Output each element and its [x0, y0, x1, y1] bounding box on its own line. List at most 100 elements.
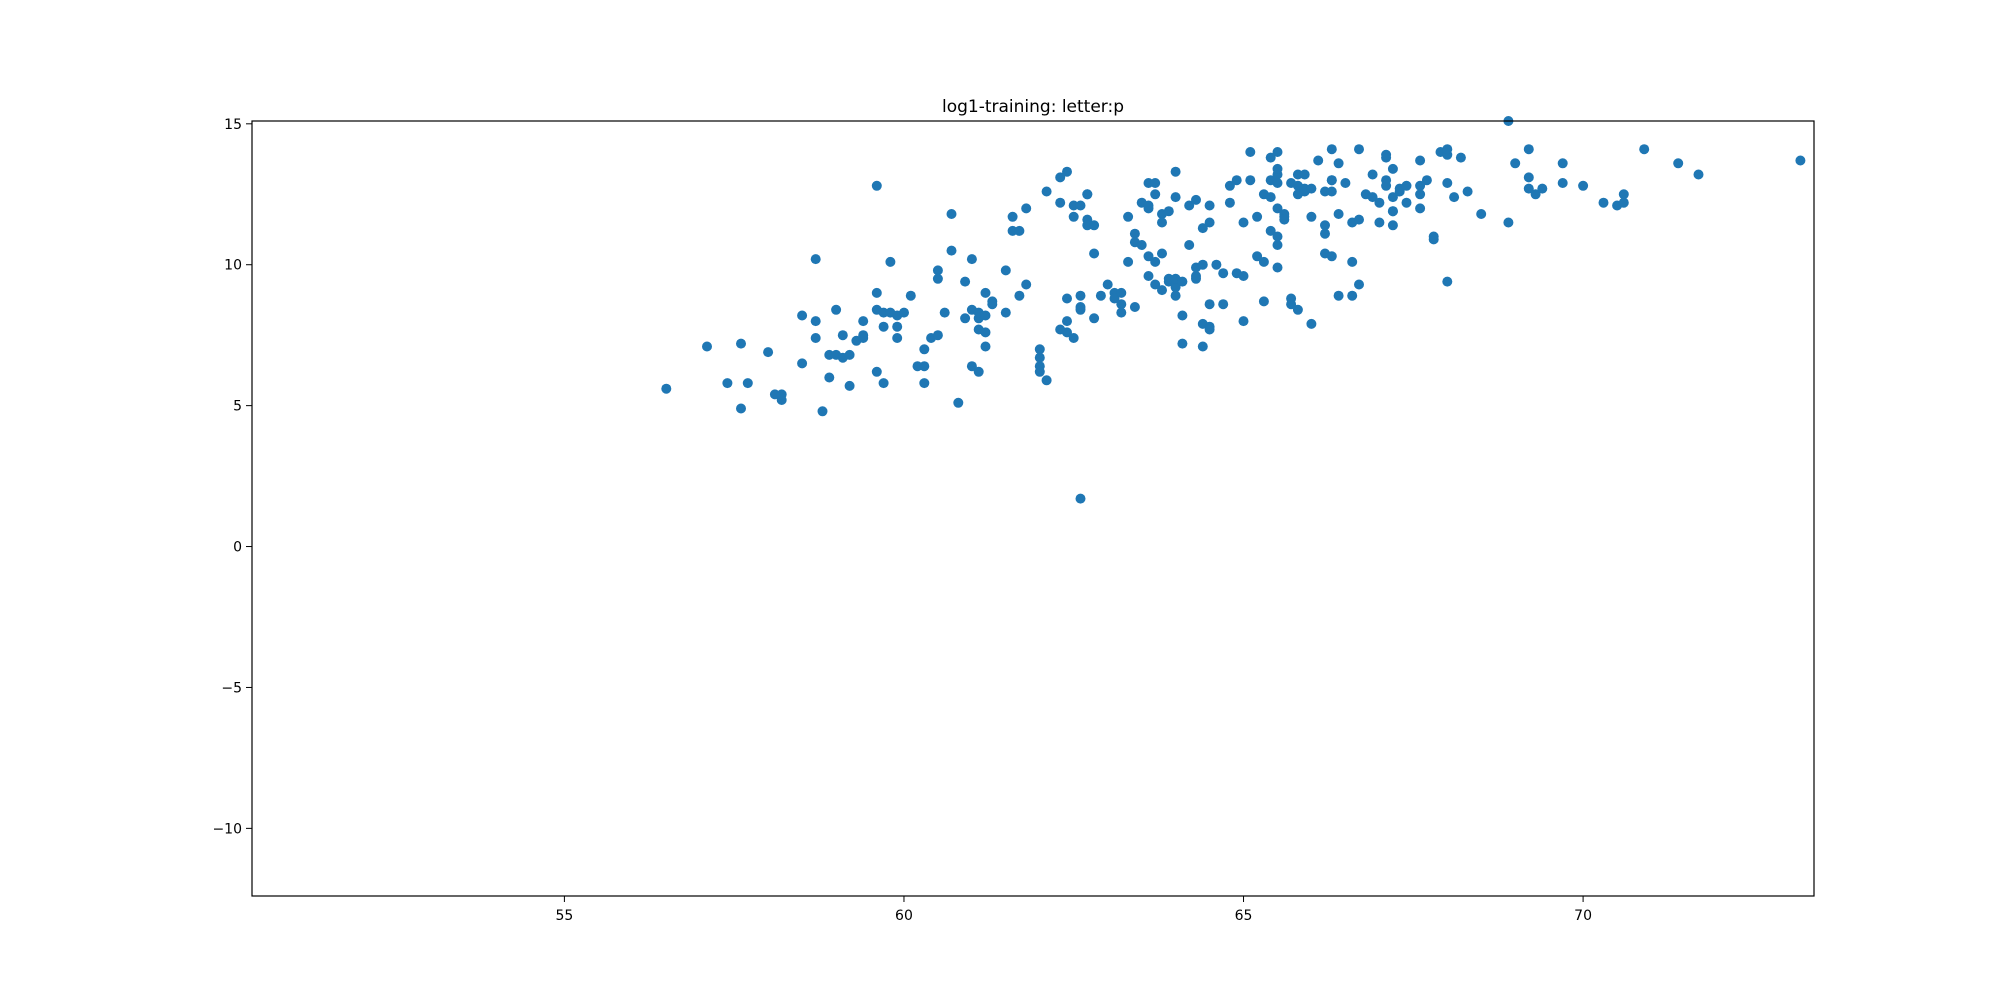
y-tick-label: 10 — [224, 258, 242, 274]
data-point — [1300, 170, 1310, 180]
data-point — [1089, 249, 1099, 259]
data-point — [1177, 339, 1187, 349]
data-point — [1463, 187, 1473, 197]
data-point — [1402, 198, 1412, 208]
data-point — [960, 313, 970, 323]
data-point — [1123, 257, 1133, 267]
data-point — [919, 361, 929, 371]
data-point — [1144, 201, 1154, 211]
data-point — [1232, 175, 1242, 185]
data-point — [1327, 251, 1337, 261]
data-point — [1096, 291, 1106, 301]
data-point — [1042, 187, 1052, 197]
data-point — [1340, 178, 1350, 188]
data-point — [1205, 218, 1215, 228]
data-point — [1184, 240, 1194, 250]
data-point — [1239, 271, 1249, 281]
data-point — [1327, 175, 1337, 185]
data-point — [981, 311, 991, 321]
data-point — [1191, 274, 1201, 284]
data-point — [1076, 291, 1086, 301]
data-point — [1381, 175, 1391, 185]
data-point — [1177, 311, 1187, 321]
data-point — [906, 291, 916, 301]
data-point — [1157, 218, 1167, 228]
data-point — [1103, 280, 1113, 290]
data-point — [1327, 187, 1337, 197]
data-point — [1476, 209, 1486, 219]
data-point — [960, 277, 970, 287]
data-point — [1266, 192, 1276, 202]
data-point — [1062, 167, 1072, 177]
data-point — [885, 257, 895, 267]
data-point — [1578, 181, 1588, 191]
data-point — [1354, 280, 1364, 290]
data-point — [1259, 296, 1269, 306]
data-point — [1388, 164, 1398, 174]
data-point — [987, 299, 997, 309]
data-point — [1415, 203, 1425, 213]
data-point — [947, 209, 957, 219]
data-point — [1273, 147, 1283, 157]
data-point — [1334, 158, 1344, 168]
data-point — [879, 378, 889, 388]
data-point — [797, 358, 807, 368]
data-point — [811, 254, 821, 264]
data-point — [1381, 150, 1391, 160]
data-point — [1327, 144, 1337, 154]
data-point — [933, 274, 943, 284]
data-point — [1198, 260, 1208, 270]
data-point — [1042, 375, 1052, 385]
data-point — [1211, 260, 1221, 270]
y-tick-label: 15 — [224, 117, 242, 133]
data-point — [1259, 257, 1269, 267]
data-point — [1245, 147, 1255, 157]
data-point — [872, 367, 882, 377]
data-point — [1171, 192, 1181, 202]
data-point — [824, 373, 834, 383]
data-point — [1273, 164, 1283, 174]
data-point — [1354, 144, 1364, 154]
x-tick-label: 70 — [1574, 908, 1592, 924]
data-point — [892, 333, 902, 343]
data-point — [1415, 189, 1425, 199]
data-point — [1510, 158, 1520, 168]
data-point — [858, 330, 868, 340]
y-tick-label: −5 — [221, 680, 242, 696]
data-point — [1205, 325, 1215, 335]
data-point — [1157, 285, 1167, 295]
data-point — [1137, 240, 1147, 250]
data-point — [1347, 257, 1357, 267]
data-point — [1334, 291, 1344, 301]
x-tick-label: 60 — [895, 908, 913, 924]
data-point — [919, 344, 929, 354]
data-point — [1558, 178, 1568, 188]
data-point — [1001, 308, 1011, 318]
data-point — [1239, 316, 1249, 326]
data-point — [722, 378, 732, 388]
data-point — [1008, 212, 1018, 222]
data-point — [1334, 209, 1344, 219]
data-point — [892, 322, 902, 332]
data-point — [845, 381, 855, 391]
data-point — [1205, 201, 1215, 211]
data-point — [1171, 167, 1181, 177]
data-point — [1082, 189, 1092, 199]
data-point — [1273, 263, 1283, 273]
data-point — [1456, 153, 1466, 163]
data-point — [743, 378, 753, 388]
data-point — [811, 333, 821, 343]
data-point — [899, 308, 909, 318]
data-point — [702, 342, 712, 352]
data-point — [1619, 189, 1629, 199]
data-point — [1442, 178, 1452, 188]
data-point — [1076, 494, 1086, 504]
data-point — [1347, 291, 1357, 301]
data-point — [1062, 316, 1072, 326]
data-point — [981, 327, 991, 337]
data-point — [1239, 218, 1249, 228]
data-point — [1374, 218, 1384, 228]
data-point — [838, 330, 848, 340]
data-point — [1252, 212, 1262, 222]
